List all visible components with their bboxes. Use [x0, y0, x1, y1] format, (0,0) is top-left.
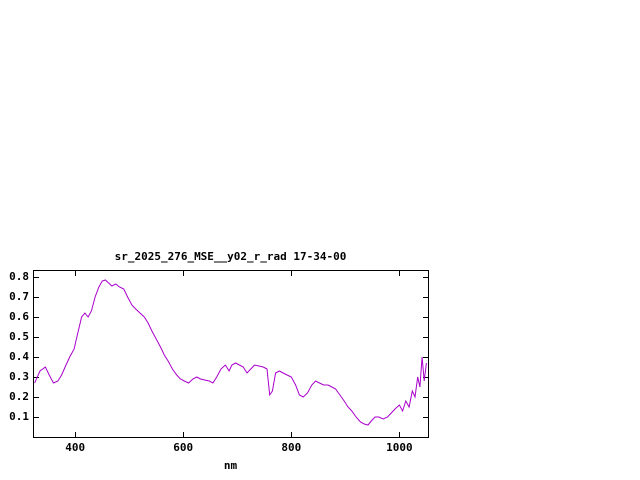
y-tick-label: 0.7: [9, 290, 29, 303]
x-tick-label: 800: [281, 441, 302, 454]
x-tick-label: 1000: [386, 441, 413, 454]
plot-border: [33, 270, 429, 438]
x-axis-label: nm: [223, 459, 238, 472]
y-tick-label: 0.5: [9, 330, 29, 343]
y-tick-label: 0.8: [9, 270, 29, 283]
y-tick-label: 0.6: [9, 310, 29, 323]
y-tick-label: 0.1: [9, 410, 29, 423]
x-tick-label: 400: [65, 441, 86, 454]
y-tick-label: 0.2: [9, 390, 29, 403]
y-tick-label: 0.3: [9, 370, 29, 383]
x-tick-label: 600: [173, 441, 194, 454]
chart-title: sr_2025_276_MSE__y02_r_rad 17-34-00: [114, 250, 347, 263]
y-tick-label: 0.4: [9, 350, 29, 363]
spectrum-line: [34, 279, 427, 426]
